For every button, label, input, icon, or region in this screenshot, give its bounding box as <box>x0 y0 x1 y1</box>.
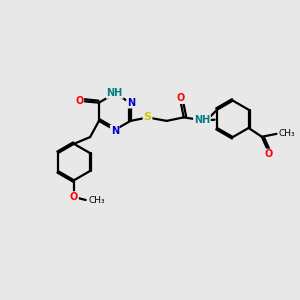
Text: O: O <box>75 96 83 106</box>
Text: NH: NH <box>106 88 123 98</box>
Text: O: O <box>176 93 184 103</box>
Text: NH: NH <box>194 115 210 125</box>
Text: N: N <box>111 126 119 136</box>
Text: N: N <box>127 98 135 108</box>
Text: CH₃: CH₃ <box>88 196 105 205</box>
Text: CH₃: CH₃ <box>279 129 296 138</box>
Text: O: O <box>264 149 272 159</box>
Text: S: S <box>144 112 152 122</box>
Text: O: O <box>70 192 78 202</box>
